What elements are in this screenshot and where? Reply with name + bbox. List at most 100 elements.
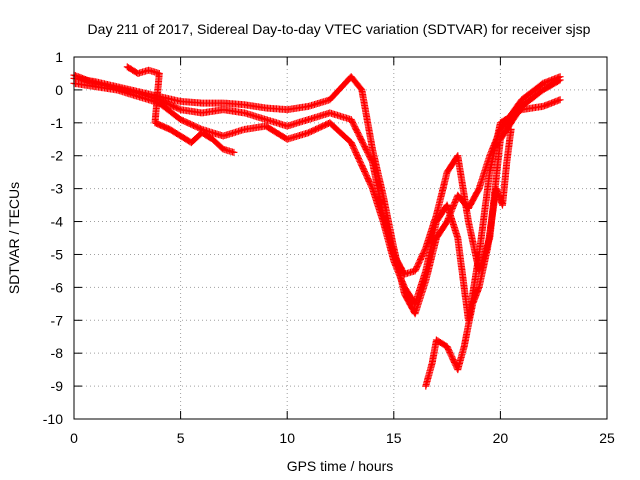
y-tick-label: -5 xyxy=(51,246,64,262)
data-point xyxy=(265,118,267,121)
data-point xyxy=(542,105,544,107)
data-point xyxy=(521,99,523,101)
y-tick-label: -7 xyxy=(51,312,64,328)
data-point xyxy=(446,346,448,348)
data-point xyxy=(116,89,118,91)
data-point xyxy=(457,237,459,239)
data-point xyxy=(243,104,246,106)
data-point xyxy=(211,138,214,140)
y-tick-label: 1 xyxy=(55,49,63,65)
data-point xyxy=(190,141,192,144)
data-point xyxy=(489,171,491,173)
data-point xyxy=(457,155,459,157)
data-point xyxy=(201,112,203,114)
data-point xyxy=(425,385,427,387)
data-point xyxy=(307,132,310,134)
data-point xyxy=(446,171,448,173)
data-point xyxy=(265,125,267,127)
data-point xyxy=(382,194,384,196)
data-point xyxy=(393,260,395,262)
data-point xyxy=(425,270,427,272)
y-tick-label: 0 xyxy=(55,82,63,98)
data-point xyxy=(201,132,203,134)
data-point xyxy=(265,107,267,109)
data-point xyxy=(286,125,288,127)
data-point xyxy=(521,109,523,111)
data-point xyxy=(94,86,96,88)
data-point xyxy=(542,82,544,84)
data-point xyxy=(457,369,459,371)
data-point xyxy=(403,273,406,275)
data-point xyxy=(435,214,438,216)
data-point xyxy=(148,69,150,71)
y-tick-label: -2 xyxy=(51,148,64,164)
data-point xyxy=(329,122,331,124)
x-tick-label: 5 xyxy=(177,430,185,446)
data-point xyxy=(435,339,438,341)
data-point xyxy=(201,102,203,104)
data-point xyxy=(510,128,512,130)
y-tick-label: -10 xyxy=(43,411,63,427)
data-point xyxy=(137,72,139,75)
y-tick-label: -6 xyxy=(51,279,64,295)
data-point xyxy=(126,66,128,68)
data-point xyxy=(467,220,470,223)
data-point xyxy=(499,122,501,124)
data-point xyxy=(329,112,331,114)
x-axis-label: GPS time / hours xyxy=(287,458,394,474)
data-point xyxy=(350,118,352,121)
x-tick-label: 25 xyxy=(599,430,615,446)
data-point xyxy=(222,135,224,137)
axis-ticks: 10-1-2-3-4-5-6-7-8-9-100 5 10 15 20 25 xyxy=(43,49,615,446)
y-tick-label: -9 xyxy=(51,378,64,394)
data-point xyxy=(371,161,374,163)
data-point xyxy=(329,99,331,101)
data-point xyxy=(478,253,480,256)
x-tick-label: 10 xyxy=(279,430,295,446)
y-tick-label: -1 xyxy=(51,115,64,131)
series-marker-path xyxy=(70,73,564,318)
data-point xyxy=(382,220,384,223)
data-point xyxy=(446,220,448,223)
data-point xyxy=(233,151,235,154)
x-tick-label: 15 xyxy=(386,430,402,446)
y-tick-label: -3 xyxy=(51,181,64,197)
data-point xyxy=(361,89,363,91)
data-point xyxy=(414,313,416,315)
data-point xyxy=(307,118,310,121)
data-point xyxy=(506,161,508,163)
x-tick-label: 20 xyxy=(493,430,509,446)
data-point xyxy=(478,286,480,288)
data-point xyxy=(542,89,544,91)
data-point xyxy=(180,100,182,103)
data-point xyxy=(457,194,459,196)
data-point xyxy=(431,362,433,364)
data-point xyxy=(158,72,160,75)
data-point xyxy=(350,141,352,144)
data-point xyxy=(169,128,171,130)
data-series xyxy=(70,63,564,390)
data-point xyxy=(180,109,182,111)
data-point xyxy=(495,188,497,190)
data-point xyxy=(307,105,310,107)
data-point xyxy=(425,247,427,249)
data-point xyxy=(222,109,224,111)
data-point xyxy=(478,188,480,190)
data-point xyxy=(414,303,416,305)
chart-title: Day 211 of 2017, Sidereal Day-to-day VTE… xyxy=(88,21,591,37)
y-tick-label: -4 xyxy=(51,214,64,230)
data-point xyxy=(180,118,182,121)
data-point xyxy=(403,293,406,295)
y-tick-label: -8 xyxy=(51,345,64,361)
data-point xyxy=(243,112,246,114)
data-point xyxy=(154,122,156,124)
series-track-5 xyxy=(422,125,515,390)
data-point xyxy=(435,220,438,223)
data-point xyxy=(286,138,288,140)
series-track-1 xyxy=(70,73,564,318)
data-point xyxy=(222,148,224,150)
data-point xyxy=(559,79,561,81)
data-point xyxy=(137,95,139,98)
data-point xyxy=(371,148,374,150)
